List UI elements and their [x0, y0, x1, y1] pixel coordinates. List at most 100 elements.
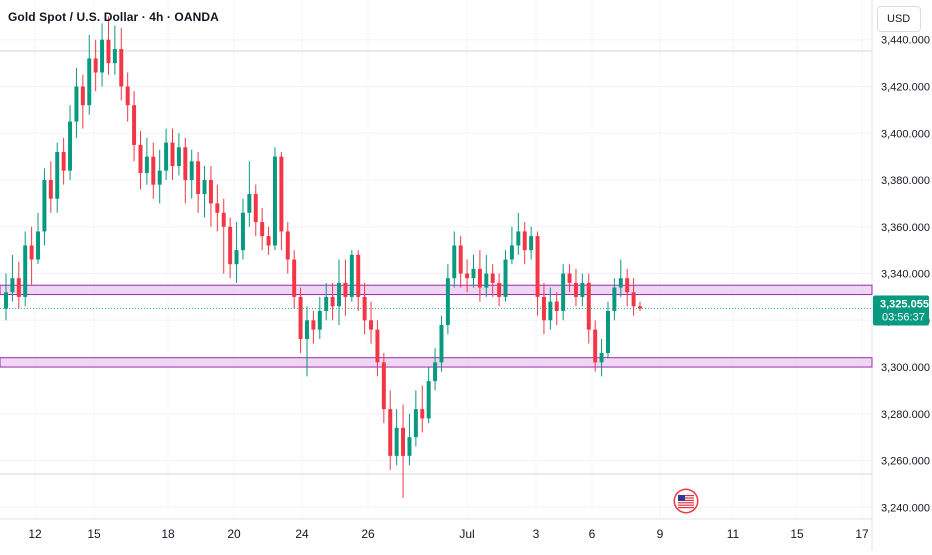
candle[interactable] [266, 236, 271, 246]
candle[interactable] [61, 151, 66, 171]
candle[interactable] [433, 362, 438, 382]
candle[interactable] [471, 268, 476, 279]
candle[interactable] [567, 273, 572, 283]
candle[interactable] [260, 222, 265, 237]
candle[interactable] [80, 86, 85, 106]
candle[interactable] [132, 105, 137, 145]
candle[interactable] [580, 282, 585, 297]
candle[interactable] [413, 409, 418, 438]
candle[interactable] [381, 362, 386, 410]
candle[interactable] [36, 231, 41, 260]
candle[interactable] [112, 49, 117, 64]
candle[interactable] [176, 147, 181, 166]
candle[interactable] [426, 381, 431, 419]
candle[interactable] [497, 282, 502, 297]
candle[interactable] [324, 296, 329, 311]
candle[interactable] [337, 282, 341, 307]
candle[interactable] [317, 310, 322, 330]
candle[interactable] [234, 250, 239, 265]
candle[interactable] [215, 203, 220, 213]
candle[interactable] [87, 58, 92, 106]
candle[interactable] [311, 320, 316, 330]
candle[interactable] [548, 301, 553, 321]
candle[interactable] [458, 245, 463, 274]
candle[interactable] [74, 86, 79, 122]
candle[interactable] [362, 296, 367, 321]
candle[interactable] [157, 170, 162, 185]
candle[interactable] [100, 39, 105, 73]
candle[interactable] [369, 320, 374, 330]
candle[interactable] [375, 329, 380, 363]
candle[interactable] [490, 273, 495, 283]
candle[interactable] [68, 121, 73, 171]
candle[interactable] [221, 212, 226, 227]
candle[interactable] [605, 310, 610, 354]
candle[interactable] [292, 259, 297, 297]
candle[interactable] [202, 180, 207, 195]
candle[interactable] [93, 58, 98, 73]
candle[interactable] [279, 156, 284, 232]
candle[interactable] [484, 273, 489, 288]
candle[interactable] [164, 142, 169, 171]
candle[interactable] [48, 180, 53, 199]
candle[interactable] [638, 306, 642, 309]
candle[interactable] [247, 194, 252, 213]
currency-button[interactable]: USD [877, 6, 921, 32]
candle[interactable] [631, 292, 636, 307]
candle[interactable] [407, 437, 412, 456]
candle[interactable] [4, 292, 8, 309]
support-resistance-zone[interactable] [0, 284, 873, 296]
candle[interactable] [401, 427, 406, 456]
candle[interactable] [253, 194, 258, 223]
candle[interactable] [55, 151, 60, 199]
candle[interactable] [349, 254, 354, 297]
candle[interactable] [228, 226, 233, 265]
candle[interactable] [394, 427, 399, 456]
candle[interactable] [119, 49, 124, 87]
candle[interactable] [170, 142, 175, 166]
candle[interactable] [356, 254, 361, 297]
candle[interactable] [10, 278, 15, 293]
candle[interactable] [196, 161, 201, 195]
candle[interactable] [388, 409, 393, 456]
candle[interactable] [272, 156, 277, 246]
candle[interactable] [189, 161, 194, 181]
candle[interactable] [452, 245, 457, 279]
candle[interactable] [16, 278, 21, 297]
candle[interactable] [503, 259, 508, 297]
candle[interactable] [23, 245, 28, 297]
candle[interactable] [330, 296, 335, 307]
candle[interactable] [42, 180, 47, 232]
candle[interactable] [106, 39, 111, 64]
candle[interactable] [343, 282, 348, 297]
candle[interactable] [554, 301, 559, 311]
candle[interactable] [125, 86, 130, 106]
candle[interactable] [420, 409, 425, 419]
candle[interactable] [593, 329, 598, 363]
candle[interactable] [138, 144, 143, 173]
candle[interactable] [509, 245, 514, 260]
candle[interactable] [465, 273, 470, 279]
candle[interactable] [445, 278, 450, 325]
candle[interactable] [573, 282, 578, 297]
candle[interactable] [529, 236, 534, 251]
candle[interactable] [183, 147, 188, 181]
candle[interactable] [618, 278, 623, 288]
candle[interactable] [477, 268, 482, 288]
candle[interactable] [151, 156, 156, 185]
candle[interactable] [516, 231, 521, 246]
candle[interactable] [522, 231, 527, 251]
candle[interactable] [208, 180, 213, 204]
us-flag-icon[interactable] [673, 488, 699, 514]
candle[interactable] [439, 324, 444, 363]
candle[interactable] [535, 236, 540, 297]
candle[interactable] [305, 320, 309, 339]
candle[interactable] [625, 278, 630, 293]
candle[interactable] [144, 156, 149, 173]
candle[interactable] [586, 282, 591, 330]
candle[interactable] [29, 245, 34, 260]
candle[interactable] [285, 231, 290, 260]
candle[interactable] [240, 212, 245, 251]
